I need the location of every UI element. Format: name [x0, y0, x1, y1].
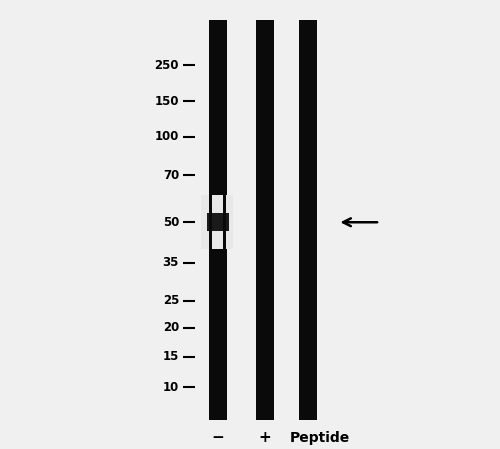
Text: +: +: [258, 430, 272, 445]
Text: 100: 100: [154, 131, 179, 143]
Bar: [202, 195, 234, 249]
Text: 25: 25: [162, 295, 179, 307]
Text: 20: 20: [163, 321, 179, 334]
Bar: [206, 213, 229, 231]
Text: 10: 10: [163, 381, 179, 393]
Text: 150: 150: [154, 95, 179, 107]
Text: Peptide: Peptide: [290, 431, 350, 445]
Bar: [208, 20, 226, 420]
Text: 15: 15: [162, 351, 179, 363]
Text: 50: 50: [162, 216, 179, 229]
Bar: [224, 20, 226, 420]
Text: 70: 70: [163, 169, 179, 181]
Bar: [256, 20, 274, 420]
Bar: [208, 20, 212, 420]
Text: 35: 35: [162, 256, 179, 269]
Bar: [298, 20, 316, 420]
Text: −: −: [211, 430, 224, 445]
Text: 250: 250: [154, 59, 179, 71]
